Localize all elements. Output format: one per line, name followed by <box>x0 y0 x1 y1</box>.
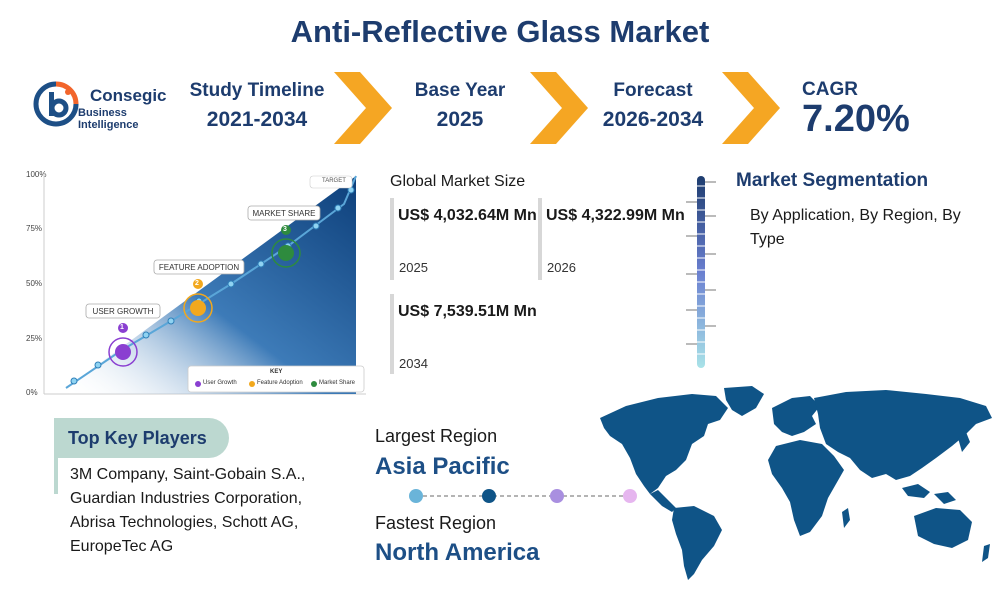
market-size-card-2025: US$ 4,032.64M Mn 2025 <box>390 198 537 280</box>
milestone-label-3: MARKET SHARE <box>252 209 316 218</box>
y-tick-50: 50% <box>26 279 43 288</box>
base-year-label: Base Year <box>414 80 506 101</box>
fastest-region-value: North America <box>375 539 540 566</box>
chevron-right-icon <box>334 72 392 144</box>
segmentation-title: Market Segmentation <box>736 170 929 191</box>
logo-mark-icon <box>33 81 79 127</box>
key-players-list: 3M Company, Saint-Gobain S.A., Guardian … <box>70 466 306 555</box>
forecast-label: Forecast <box>613 80 693 101</box>
milestone-ring-3 <box>271 238 301 268</box>
market-size-year: 2026 <box>547 260 576 275</box>
growth-illustration: 100% 75% 50% 25% 0% <box>26 166 370 398</box>
chevron-right-icon <box>530 72 588 144</box>
page-title: Anti-Reflective Glass Market <box>290 14 710 49</box>
key-players-header: Top Key Players <box>54 418 229 458</box>
milestone-number-3: 3 <box>283 226 287 233</box>
key-item-user-growth: User Growth <box>203 380 237 386</box>
market-size-year: 2034 <box>399 356 428 371</box>
market-size-card-2026: US$ 4,322.99M Mn 2026 <box>538 198 685 280</box>
study-timeline-label: Study Timeline <box>189 80 325 101</box>
fastest-region-label: Fastest Region <box>375 513 497 533</box>
segmentation-text: By Application, By Region, By Type <box>750 207 961 248</box>
market-size-amount: US$ 4,032.64M Mn <box>398 207 537 224</box>
cagr-label: CAGR <box>802 79 858 100</box>
market-size-amount: US$ 4,322.99M Mn <box>546 207 685 224</box>
milestone-label-1: USER GROWTH <box>92 307 154 316</box>
largest-region-label: Largest Region <box>375 426 498 446</box>
y-tick-0: 0% <box>26 388 38 397</box>
y-tick-100: 100% <box>26 170 47 179</box>
market-size-amount: US$ 7,539.51M Mn <box>398 303 537 320</box>
logo-name: Consegic <box>90 86 167 105</box>
market-size-title: Global Market Size <box>390 173 526 190</box>
key-item-market-share: Market Share <box>319 380 356 386</box>
y-tick-75: 75% <box>26 224 43 233</box>
y-tick-25: 25% <box>26 334 43 343</box>
cagr-value: 7.20% <box>802 98 910 140</box>
base-year-stat: Base Year 2025 <box>400 80 520 132</box>
milestone-number-1: 1 <box>120 324 124 331</box>
study-timeline-value: 2021-2034 <box>206 108 308 131</box>
key-players-title: Top Key Players <box>68 428 207 448</box>
region-divider <box>409 489 637 503</box>
world-map-icon <box>600 386 992 580</box>
chevron-right-icon <box>722 72 780 144</box>
key-item-feature-adoption: Feature Adoption <box>257 380 303 386</box>
key-title: KEY <box>270 369 283 375</box>
market-size-card-2034: US$ 7,539.51M Mn 2034 <box>390 294 537 374</box>
milestone-ring-1 <box>108 337 138 367</box>
target-label: TARGET <box>322 178 346 184</box>
largest-region-value: Asia Pacific <box>375 453 510 480</box>
logo-subtitle: Business Intelligence <box>78 107 139 131</box>
consegic-logo: Consegic Business Intelligence <box>32 80 182 131</box>
milestone-number-2: 2 <box>195 280 199 287</box>
base-year-value: 2025 <box>436 108 484 131</box>
segmentation-bar <box>686 176 716 368</box>
milestone-label-2: FEATURE ADOPTION <box>158 263 240 272</box>
milestone-ring-2 <box>183 293 213 323</box>
forecast-stat: Forecast 2026-2034 <box>588 80 718 132</box>
study-timeline-stat: Study Timeline 2021-2034 <box>188 80 326 132</box>
forecast-value: 2026-2034 <box>602 108 704 131</box>
market-size-year: 2025 <box>399 260 428 275</box>
